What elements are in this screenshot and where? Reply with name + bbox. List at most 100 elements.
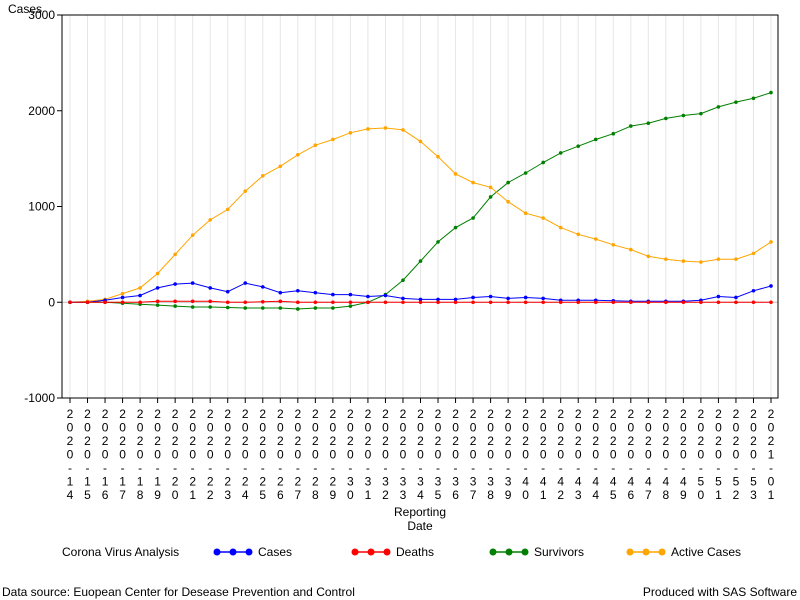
y-axis-title: Cases bbox=[8, 2, 42, 16]
x-tick-label-char: - bbox=[296, 461, 300, 475]
x-tick-label-char: 0 bbox=[540, 421, 547, 435]
x-tick-label-char: 2 bbox=[663, 407, 670, 421]
x-tick-label-char: - bbox=[331, 461, 335, 475]
series-deaths bbox=[68, 299, 773, 305]
legend-swatch-marker bbox=[351, 548, 359, 556]
y-tick-label: 1000 bbox=[28, 200, 55, 214]
x-tick-label-char: 0 bbox=[592, 448, 599, 462]
data-point bbox=[523, 171, 528, 175]
x-tick-label-char: 0 bbox=[259, 448, 266, 462]
x-tick-label-char: 0 bbox=[102, 448, 109, 462]
x-tick-label-char: 0 bbox=[645, 421, 652, 435]
x-tick-label-char: 0 bbox=[487, 448, 494, 462]
data-point bbox=[681, 300, 686, 305]
data-point bbox=[699, 300, 703, 305]
data-point bbox=[173, 299, 177, 304]
legend-label: Active Cases bbox=[671, 545, 741, 559]
x-tick-label-char: 0 bbox=[750, 421, 757, 435]
data-point bbox=[260, 174, 265, 178]
x-tick-label-char: 4 bbox=[540, 475, 547, 489]
x-tick-label-char: 0 bbox=[172, 488, 179, 502]
x-tick-label-char: 2 bbox=[680, 407, 687, 421]
x-tick-label-char: 2 bbox=[592, 407, 599, 421]
legend-entry-cases: Cases bbox=[213, 545, 292, 559]
data-point bbox=[488, 185, 493, 190]
data-point bbox=[506, 180, 510, 185]
x-tick-label-char: 0 bbox=[452, 448, 459, 462]
x-tick-label-char: 0 bbox=[487, 421, 494, 435]
data-point bbox=[225, 207, 230, 212]
x-tick-label-char: 2 bbox=[277, 475, 284, 489]
x-tick-label-char: 2 bbox=[715, 407, 722, 421]
x-tick-label-char: 0 bbox=[207, 421, 214, 435]
data-point bbox=[734, 300, 738, 305]
series-cases bbox=[68, 281, 773, 305]
data-point bbox=[751, 251, 756, 256]
data-point bbox=[313, 290, 318, 295]
data-point bbox=[453, 297, 458, 302]
x-tick-label-char: 0 bbox=[610, 421, 617, 435]
data-point bbox=[541, 300, 545, 305]
x-tick-label-char: 0 bbox=[470, 421, 477, 435]
data-point bbox=[313, 300, 318, 305]
x-tick-label-char: - bbox=[103, 461, 107, 475]
data-point bbox=[558, 300, 563, 305]
x-tick-label-char: 0 bbox=[154, 421, 161, 435]
x-tick-label-char: 2 bbox=[540, 434, 547, 448]
x-tick-label-char: 2 bbox=[347, 434, 354, 448]
data-point bbox=[401, 300, 405, 305]
x-tick-label-char: 2 bbox=[557, 434, 564, 448]
x-tick-label-char: 3 bbox=[400, 488, 407, 502]
x-tick-label-char: 0 bbox=[698, 488, 705, 502]
x-tick-label-char: - bbox=[86, 461, 90, 475]
y-tick-label: 2000 bbox=[28, 104, 55, 118]
x-tick-label-char: 4 bbox=[627, 475, 634, 489]
x-axis-title-line-1: Reporting bbox=[394, 505, 446, 519]
x-tick-label-char: 0 bbox=[505, 421, 512, 435]
data-point bbox=[488, 300, 493, 305]
data-point bbox=[313, 143, 318, 148]
x-tick-label-char: 9 bbox=[505, 488, 512, 502]
x-tick-label-char: 0 bbox=[119, 448, 126, 462]
data-point bbox=[348, 304, 353, 308]
data-point bbox=[208, 218, 212, 222]
x-tick-label-char: 2 bbox=[67, 407, 74, 421]
x-tick-label-char: 2 bbox=[189, 407, 196, 421]
x-tick-label-char: 0 bbox=[242, 448, 249, 462]
x-tick-label-char: 2 bbox=[137, 434, 144, 448]
data-point bbox=[541, 160, 545, 165]
x-tick-label-char: 9 bbox=[330, 488, 337, 502]
series-active-cases bbox=[68, 126, 773, 305]
x-tick-label-char: 0 bbox=[733, 448, 740, 462]
data-point bbox=[576, 300, 581, 305]
x-tick-label-char: 7 bbox=[645, 488, 652, 502]
x-tick-label-char: 3 bbox=[400, 475, 407, 489]
x-tick-label-char: 0 bbox=[277, 421, 284, 435]
x-tick-label-char: - bbox=[629, 461, 633, 475]
x-tick-label-char: 0 bbox=[557, 421, 564, 435]
data-point bbox=[296, 152, 300, 157]
x-tick-label-char: 8 bbox=[137, 488, 144, 502]
x-tick-label-char: 0 bbox=[330, 448, 337, 462]
x-tick-label-char: 6 bbox=[102, 488, 109, 502]
x-tick-label-char: 4 bbox=[592, 475, 599, 489]
data-point bbox=[331, 137, 335, 142]
data-point bbox=[611, 243, 616, 247]
x-tick-label-char: 2 bbox=[207, 475, 214, 489]
x-tick-label-char: 2 bbox=[382, 434, 389, 448]
x-tick-label-char: - bbox=[559, 461, 563, 475]
x-tick-label-char: 0 bbox=[294, 421, 301, 435]
data-point bbox=[401, 278, 405, 283]
